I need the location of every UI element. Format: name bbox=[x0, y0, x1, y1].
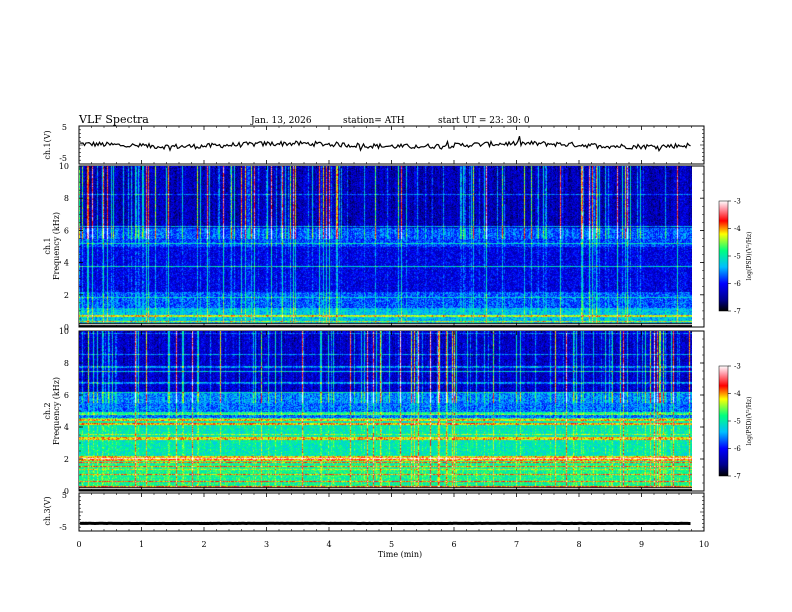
ch1-ytick-top: 5 bbox=[62, 123, 67, 132]
freq-tick-label: 4 bbox=[64, 259, 69, 268]
station-label: station= ATH bbox=[343, 116, 405, 126]
ch1-colorbar-label: log(PSD)(V²/Hz) bbox=[746, 232, 753, 281]
freq-tick-label: 6 bbox=[64, 391, 69, 400]
ch1-voltage-panel: 5 -5 ch.1(V) bbox=[43, 123, 705, 165]
start-time-label: start UT = 23: 30: 0 bbox=[438, 116, 530, 126]
ch1-spectrogram-image bbox=[79, 166, 692, 327]
colorbar-tick-label: -4 bbox=[734, 225, 741, 233]
x-tick-label: 1 bbox=[139, 540, 144, 549]
ch2-spectrogram-ylabel: Frequency (kHz) bbox=[52, 377, 61, 445]
x-tick-label: 6 bbox=[451, 540, 456, 549]
freq-tick-label: 10 bbox=[59, 162, 69, 171]
freq-tick-label: 2 bbox=[64, 291, 69, 300]
ch1-ytick-bottom: -5 bbox=[59, 154, 67, 163]
colorbar-tick-label: -5 bbox=[734, 418, 741, 426]
ch1-voltage-ylabel: ch.1(V) bbox=[43, 130, 52, 159]
ch2-spectrogram-ylabel-channel: ch.2 bbox=[43, 402, 52, 419]
x-tick-label: 4 bbox=[326, 540, 331, 549]
colorbar-tick-label: -5 bbox=[734, 253, 741, 261]
freq-tick-label: 4 bbox=[64, 423, 69, 432]
ch2-spectrogram-yticks: 0 2 4 6 8 10 bbox=[59, 327, 704, 496]
ch2-spectrogram-panel: 0 2 4 6 8 10 ch.2 Frequency (kHz) bbox=[43, 327, 705, 496]
freq-tick-label: 0 bbox=[64, 323, 69, 332]
colorbar-tick-label: -3 bbox=[734, 198, 741, 206]
ch2-colorbar-label: log(PSD)(V²/Hz) bbox=[746, 397, 753, 446]
ch2-colorbar-ticks: -3 -4 -5 -6 -7 bbox=[728, 363, 741, 481]
ch1-colorbar-gradient bbox=[718, 200, 729, 312]
ch2-spectrogram-image bbox=[79, 331, 692, 491]
x-tick-label: 9 bbox=[639, 540, 644, 549]
freq-tick-label: 8 bbox=[64, 194, 69, 203]
time-axis-label: Time (min) bbox=[378, 550, 422, 559]
colorbar-tick-label: -6 bbox=[734, 445, 741, 453]
x-tick-label: 8 bbox=[576, 540, 581, 549]
ch3-ytick-bottom: -5 bbox=[59, 523, 67, 532]
x-tick-label: 3 bbox=[264, 540, 269, 549]
ch1-spectrogram-ylabel: Frequency (kHz) bbox=[52, 212, 61, 280]
time-axis: 0 1 2 3 4 5 6 7 8 9 10 bbox=[76, 126, 709, 549]
freq-tick-label: 10 bbox=[59, 327, 69, 336]
freq-tick-label: 8 bbox=[64, 359, 69, 368]
x-tick-label: 0 bbox=[76, 540, 81, 549]
ch2-colorbar: -3 -4 -5 -6 -7 log(PSD)(V²/Hz) bbox=[718, 363, 753, 481]
x-tick-label: 10 bbox=[699, 540, 709, 549]
x-tick-label: 2 bbox=[201, 540, 206, 549]
freq-tick-label: 6 bbox=[64, 226, 69, 235]
x-tick-label: 5 bbox=[389, 540, 394, 549]
figure-title: VLF Spectra bbox=[78, 113, 149, 126]
ch1-colorbar-ticks: -3 -4 -5 -6 -7 bbox=[728, 198, 741, 316]
colorbar-tick-label: -3 bbox=[734, 363, 741, 371]
ch3-voltage-ylabel: ch.3(V) bbox=[43, 496, 52, 525]
ch1-colorbar: -3 -4 -5 -6 -7 log(PSD)(V²/Hz) bbox=[718, 198, 753, 316]
date-label: Jan. 13, 2026 bbox=[250, 116, 312, 126]
ch2-colorbar-gradient bbox=[718, 365, 729, 477]
colorbar-tick-label: -6 bbox=[734, 280, 741, 288]
freq-tick-label: 2 bbox=[64, 455, 69, 464]
ch3-voltage-panel: 5 -5 ch.3(V) bbox=[43, 491, 705, 532]
colorbar-tick-label: -4 bbox=[734, 390, 741, 398]
ch1-spectrogram-ylabel-channel: ch.1 bbox=[43, 237, 52, 254]
ch3-ytick-top: 5 bbox=[62, 491, 67, 500]
ch1-voltage-trace bbox=[79, 136, 691, 153]
colorbar-tick-label: -7 bbox=[734, 308, 741, 316]
ch1-spectrogram-yticks: 0 2 4 6 8 10 bbox=[59, 162, 704, 332]
ch3-voltage-frame bbox=[78, 492, 705, 532]
ch1-spectrogram-panel: 0 2 4 6 8 10 ch.1 Frequency (kHz) bbox=[43, 162, 705, 332]
freq-tick-label: 0 bbox=[64, 487, 69, 496]
colorbar-tick-label: -7 bbox=[734, 473, 741, 481]
x-tick-label: 7 bbox=[514, 540, 519, 549]
